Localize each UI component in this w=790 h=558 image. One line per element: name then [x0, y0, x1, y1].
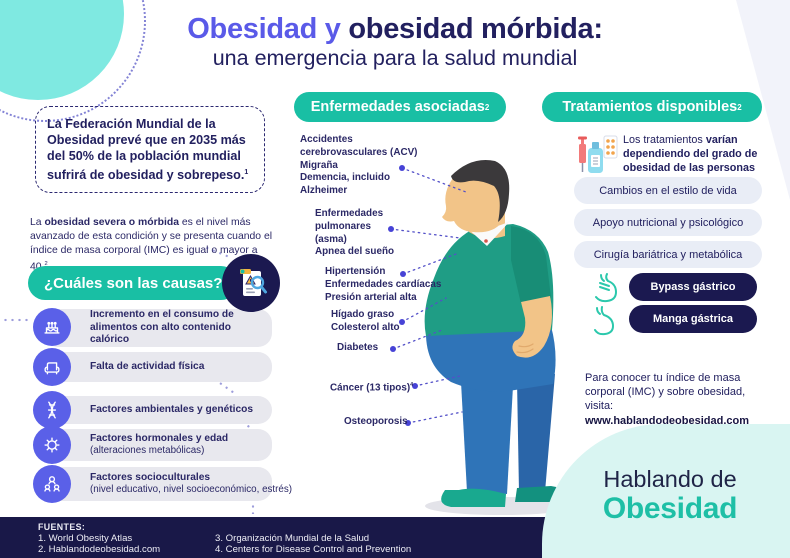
logo-line2: Obesidad — [602, 492, 738, 525]
stomach-bypass-icon — [595, 273, 618, 303]
disease-text: Osteoporosis — [344, 416, 408, 427]
disease-connector-lines — [388, 165, 467, 426]
disease-text: Cáncer (13 tipos) — [330, 382, 411, 394]
statistic-footnote: 1 — [244, 168, 249, 176]
cta-text: Para conocer tu índice de masa corporal … — [585, 372, 746, 412]
cause-label: Incremento en el consumo de alimentos co… — [90, 308, 234, 346]
disease-label: Diabetes — [337, 342, 378, 355]
cause-row: Factores socioculturales (nivel educativ… — [44, 467, 293, 501]
cause-row: Factores hormonales y edad (alteraciones… — [44, 429, 272, 461]
cause-label: Factores hormonales y edad — [90, 432, 229, 444]
statistic-text: La Federación Mundial de la Obesidad pre… — [47, 117, 246, 182]
treatment-option-label: Apoyo nutricional y psicológico — [592, 216, 744, 229]
hormones-icon — [33, 426, 71, 464]
stomach-sleeve-icon — [594, 306, 615, 336]
source-item: 4. Centers for Disease Control and Preve… — [215, 544, 412, 556]
page-subtitle: una emergencia para la salud mundial — [212, 46, 578, 70]
brand-logo: Hablando de Obesidad — [565, 466, 775, 525]
statistic-box: La Federación Mundial de la Obesidad pre… — [35, 106, 265, 193]
treatment-option: Cambios en el estilo de vida — [574, 177, 762, 204]
cause-label: Factores ambientales y genéticos — [90, 403, 254, 415]
cause-row: Factores ambientales y genéticos — [44, 396, 272, 424]
surgery-label: Manga gástrica — [652, 313, 734, 325]
dna-icon — [33, 391, 71, 429]
title-rest: obesidad mórbida: — [340, 13, 603, 45]
disease-footnote: 4 — [410, 382, 414, 388]
surgery-button: Manga gástrica — [629, 305, 757, 333]
dot-trail — [216, 380, 238, 396]
logo-line1: Hablando de — [603, 466, 737, 492]
treatments-intro: Los tratamientos varían dependiendo del … — [623, 134, 769, 175]
disease-label: Accidentes cerebrovasculares (ACV) Migra… — [300, 134, 417, 198]
cake-icon — [33, 308, 71, 346]
disease-label: Hígado graso Colesterol alto — [331, 309, 400, 335]
disease-text: Diabetes — [337, 342, 379, 353]
source-item: 3. Organización Mundial de la Salud — [215, 533, 370, 544]
treatment-option-label: Cambios en el estilo de vida — [599, 184, 737, 197]
surgery-button: Bypass gástrico — [629, 273, 757, 301]
checklist-magnifier-icon — [222, 254, 280, 312]
disease-text: Accidentes cerebrovasculares (ACV) Migra… — [300, 134, 418, 197]
source-item: 2. Hablandodeobesidad.com — [38, 544, 161, 556]
cause-sublabel: (alteraciones metabólicas) — [90, 445, 205, 457]
disease-label: Cáncer (13 tipos)4 — [330, 379, 413, 395]
cta-block: Para conocer tu índice de masa corporal … — [585, 371, 771, 428]
disease-label: Osteoporosis — [344, 416, 408, 429]
cause-label: Falta de actividad física — [90, 360, 205, 372]
page-title: Obesidad y obesidad mórbida: — [0, 13, 790, 46]
treatment-option: Cirugía bariátrica y metabólica — [574, 241, 762, 268]
definition-footnote: 2 — [44, 260, 48, 267]
cause-sublabel: (nivel educativo, nivel socioeconómico, … — [90, 484, 293, 496]
cause-label: Factores socioculturales — [90, 471, 211, 483]
surgery-label: Bypass gástrico — [650, 281, 736, 293]
treatments-intro-regular: Los tratamientos — [623, 134, 706, 146]
cause-row: Incremento en el consumo de alimentos co… — [44, 309, 272, 347]
treatment-option-label: Cirugía bariátrica y metabólica — [593, 248, 743, 261]
obese-man-figure — [424, 160, 577, 515]
disease-text: Hipertensión Enfermedades cardíacas Pres… — [325, 266, 442, 303]
diseases-heading-label: Enfermedades asociadas — [310, 99, 485, 115]
causes-heading: ¿Cuáles son las causas?3 — [28, 266, 238, 300]
treatments-heading-label: Tratamientos disponibles — [562, 99, 738, 115]
diseases-footnote: 2 — [484, 102, 490, 112]
sources-heading: FUENTES: — [38, 522, 86, 532]
treatments-footnote: 2 — [737, 102, 742, 112]
treatment-option: Apoyo nutricional y psicológico — [574, 209, 762, 236]
disease-label: Hipertensión Enfermedades cardíacas Pres… — [325, 266, 441, 304]
treatments-intro-bold: varían dependiendo del grado de obesidad… — [623, 134, 758, 174]
source-item: 1. World Obesity Atlas — [38, 533, 133, 544]
disease-label: Enfermedades pulmonares (asma) Apnea del… — [315, 208, 394, 259]
armchair-icon — [33, 348, 71, 386]
treatments-heading: Tratamientos disponibles 2 — [542, 92, 762, 122]
causes-heading-label: ¿Cuáles son las causas? — [44, 274, 223, 292]
definition-bold: obesidad severa o mórbida — [44, 217, 179, 229]
definition-pre: La — [30, 217, 45, 229]
dot-trail — [2, 318, 32, 322]
disease-text: Hígado graso Colesterol alto — [331, 309, 400, 333]
title-accent: Obesidad y — [187, 13, 341, 45]
cause-row: Falta de actividad física — [44, 352, 272, 382]
disease-text: Enfermedades pulmonares (asma) Apnea del… — [315, 208, 395, 258]
diseases-heading: Enfermedades asociadas 2 — [294, 92, 506, 122]
medicine-icon — [578, 135, 618, 173]
people-icon — [33, 465, 71, 503]
